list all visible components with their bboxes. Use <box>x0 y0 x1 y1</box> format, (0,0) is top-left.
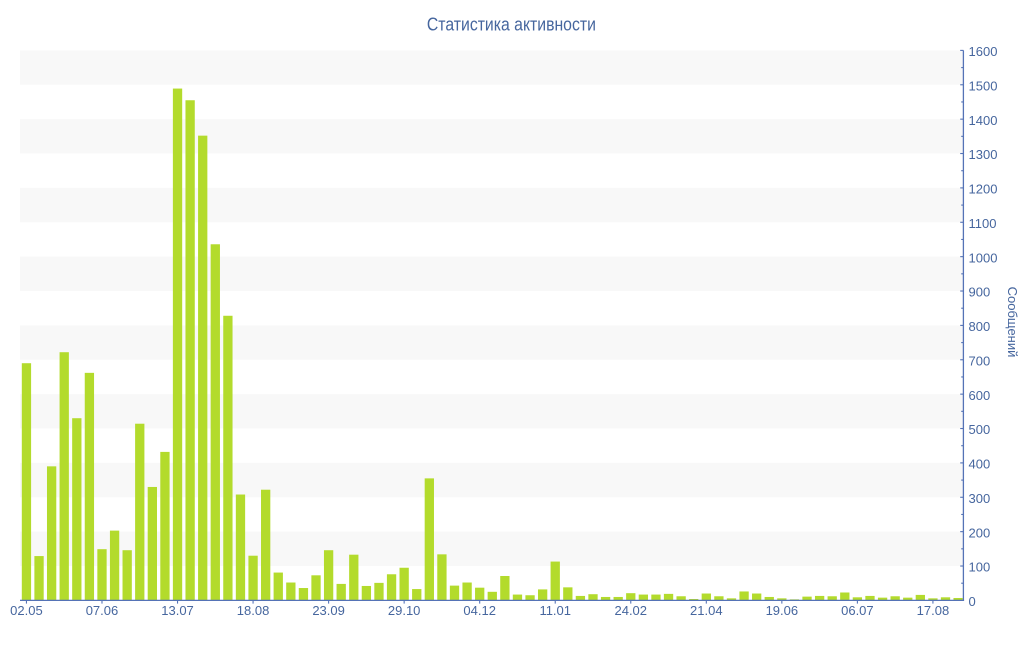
svg-text:600: 600 <box>969 388 991 403</box>
svg-text:1000: 1000 <box>969 250 998 265</box>
svg-text:200: 200 <box>969 525 991 540</box>
svg-text:07.06: 07.06 <box>86 603 119 618</box>
svg-text:Сообщений: Сообщений <box>1005 287 1020 358</box>
svg-text:06.07: 06.07 <box>841 603 874 618</box>
svg-text:1200: 1200 <box>969 182 998 197</box>
svg-text:29.10: 29.10 <box>388 603 421 618</box>
svg-text:13.07: 13.07 <box>161 603 194 618</box>
svg-text:04.12: 04.12 <box>463 603 496 618</box>
svg-text:1100: 1100 <box>969 216 997 231</box>
svg-text:Статистика активности: Статистика активности <box>427 14 596 35</box>
svg-text:19.06: 19.06 <box>766 603 799 618</box>
svg-text:1500: 1500 <box>969 78 998 93</box>
svg-text:500: 500 <box>969 422 991 437</box>
svg-text:1400: 1400 <box>969 113 998 128</box>
svg-text:100: 100 <box>969 560 991 575</box>
svg-text:0: 0 <box>969 594 976 609</box>
svg-text:900: 900 <box>969 285 991 300</box>
svg-text:1600: 1600 <box>969 44 998 59</box>
svg-text:23.09: 23.09 <box>312 603 345 618</box>
svg-text:11.01: 11.01 <box>539 603 571 618</box>
svg-text:1300: 1300 <box>969 147 998 162</box>
svg-text:800: 800 <box>969 319 991 334</box>
svg-text:700: 700 <box>969 353 991 368</box>
svg-text:02.05: 02.05 <box>10 603 43 618</box>
svg-text:400: 400 <box>969 457 991 472</box>
svg-text:21.04: 21.04 <box>690 603 723 618</box>
svg-text:17.08: 17.08 <box>917 603 950 618</box>
svg-text:18.08: 18.08 <box>237 603 270 618</box>
svg-text:300: 300 <box>969 491 991 506</box>
svg-text:24.02: 24.02 <box>614 603 647 618</box>
